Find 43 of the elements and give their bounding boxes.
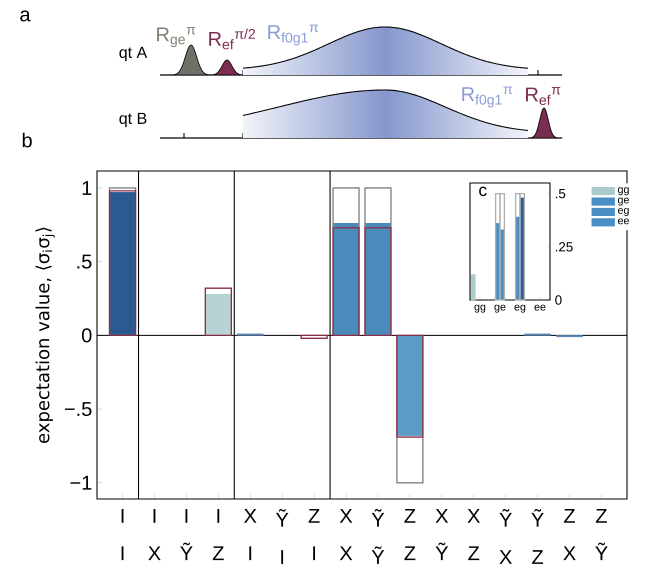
x-tick-label: ge: [494, 304, 506, 313]
x-tick-label: eg: [514, 304, 526, 313]
x-tick-label: Ỹ Ỹ: [372, 509, 384, 564]
text: R$_{f0g1}$π: [268, 24, 318, 46]
x-tick-label: I Ỹ: [180, 509, 193, 560]
text: R$_{ef}$π: [526, 87, 560, 106]
y-tick-label: 0: [82, 328, 92, 342]
y-tick-label: −.5: [64, 402, 92, 416]
chart-title: b: [22, 132, 32, 148]
x-tick-label: Ỹ Z: [531, 509, 544, 564]
x-tick-label: Z Z: [404, 509, 416, 560]
y-tick-label: 0: [555, 295, 562, 305]
x-tick-label: Ỹ I: [276, 509, 288, 564]
y-tick-label: −1: [70, 476, 92, 490]
chart-title: c: [479, 186, 487, 196]
x-tick-label: gg: [474, 304, 486, 313]
legend-label: gg: [618, 187, 629, 196]
y-tick-label: .5: [556, 188, 566, 198]
y-tick-label: .25: [556, 242, 573, 252]
x-tick-label: I X: [148, 509, 161, 560]
text: R$_{f0g1}$π: [462, 86, 512, 108]
x-tick-label: X I: [244, 509, 257, 560]
text: qt A: [119, 46, 148, 62]
y-tick-label: 1: [82, 181, 92, 195]
x-tick-label: I I: [122, 509, 124, 560]
y-axis-title: expectation value, ⟨σ$_{i}$σ$_{j}$⟩: [36, 228, 55, 443]
x-tick-label: I Z: [212, 509, 224, 560]
x-tick-label: X Ỹ: [436, 509, 448, 560]
legend-label: ee: [618, 218, 629, 224]
text: R$_{ge}$π: [157, 26, 196, 48]
x-tick-label: Ỹ X: [499, 509, 512, 564]
legend-label: eg: [618, 208, 629, 216]
text: qt B: [119, 112, 146, 128]
x-tick-label: Z X: [563, 509, 576, 560]
x-tick-label: X X: [340, 509, 352, 560]
legend-label: ge: [618, 198, 629, 206]
x-tick-label: Z Ỹ: [595, 509, 608, 560]
text: a: [20, 10, 31, 22]
x-tick-label: X Z: [468, 509, 480, 560]
y-tick-label: .5: [77, 254, 92, 269]
x-tick-label: ee: [534, 304, 546, 311]
x-tick-label: Z I: [308, 509, 320, 560]
text: R$_{ef}$π/2: [209, 28, 256, 50]
